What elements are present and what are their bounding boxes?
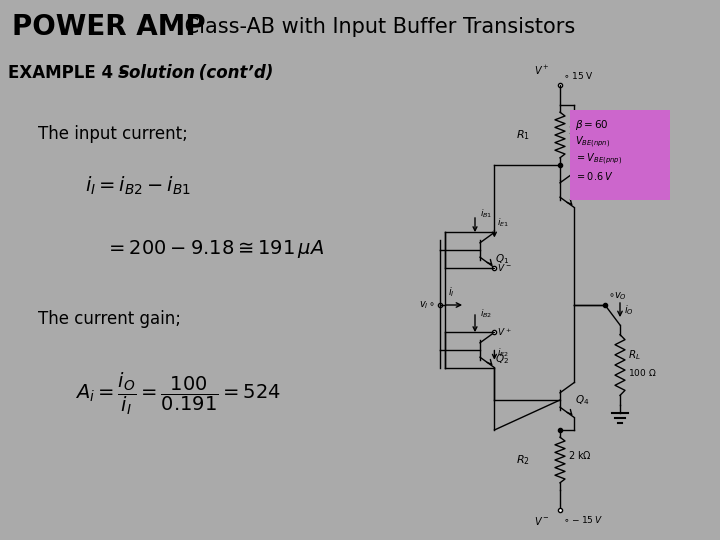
Text: EXAMPLE 4 –: EXAMPLE 4 – — [8, 64, 133, 82]
Text: $R_2$: $R_2$ — [516, 453, 530, 467]
Text: $i_I$: $i_I$ — [448, 285, 454, 299]
Text: (cont’d): (cont’d) — [193, 64, 274, 82]
Text: $V^-$: $V^-$ — [534, 515, 550, 527]
Text: 100 $\Omega$: 100 $\Omega$ — [628, 368, 657, 379]
Text: $V^+$: $V^+$ — [498, 327, 512, 338]
Text: $= 200 - 9.18 \cong 191\,\mu A$: $= 200 - 9.18 \cong 191\,\mu A$ — [105, 238, 324, 260]
Text: Solution: Solution — [118, 64, 196, 82]
Text: POWER AMP: POWER AMP — [12, 13, 206, 41]
Text: $i_{E1}$: $i_{E1}$ — [498, 217, 509, 230]
Text: $i_O$: $i_O$ — [624, 303, 634, 317]
Text: The current gain;: The current gain; — [38, 310, 181, 328]
Text: $Q_3$: $Q_3$ — [575, 183, 590, 197]
Text: $A_i = \dfrac{i_O}{i_I} = \dfrac{100}{0.191} = 524$: $A_i = \dfrac{i_O}{i_I} = \dfrac{100}{0.… — [75, 370, 281, 417]
Text: Class-AB with Input Buffer Transistors: Class-AB with Input Buffer Transistors — [178, 17, 575, 37]
Text: $v_I\circ$: $v_I\circ$ — [418, 299, 435, 311]
Text: $Q_1$: $Q_1$ — [495, 252, 509, 266]
Text: $V_{BE(npn)}$: $V_{BE(npn)}$ — [575, 135, 611, 151]
Text: $i_{E2}$: $i_{E2}$ — [498, 346, 509, 359]
Text: $= V_{BE(pnp)}$: $= V_{BE(pnp)}$ — [575, 152, 622, 167]
Text: $i_{B2}$: $i_{B2}$ — [480, 307, 492, 320]
Text: $\beta = 60$: $\beta = 60$ — [575, 118, 609, 132]
Text: $Q_2$: $Q_2$ — [495, 353, 509, 366]
Text: $i_I = i_{B2} - i_{B1}$: $i_I = i_{B2} - i_{B1}$ — [85, 175, 191, 197]
Text: $i_{B1}$: $i_{B1}$ — [480, 207, 492, 220]
Text: $V^-$: $V^-$ — [498, 262, 512, 273]
Text: $V^+$: $V^+$ — [534, 64, 550, 77]
Text: $\circ$ 15 V: $\circ$ 15 V — [563, 70, 594, 81]
Text: $R_L$: $R_L$ — [628, 348, 641, 362]
Text: $R_1$: $R_1$ — [516, 128, 530, 142]
Text: The input current;: The input current; — [38, 125, 188, 143]
Text: $\circ\,-15\,V$: $\circ\,-15\,V$ — [563, 514, 603, 525]
Text: 2 k$\Omega$: 2 k$\Omega$ — [568, 449, 592, 461]
Text: $= 0.6\,V$: $= 0.6\,V$ — [575, 170, 613, 182]
Bar — [570, 110, 670, 200]
Text: $Q_4$: $Q_4$ — [575, 393, 590, 407]
Text: $\circ v_O$: $\circ v_O$ — [608, 290, 627, 302]
Text: 2 k$\Omega$: 2 k$\Omega$ — [568, 124, 592, 136]
